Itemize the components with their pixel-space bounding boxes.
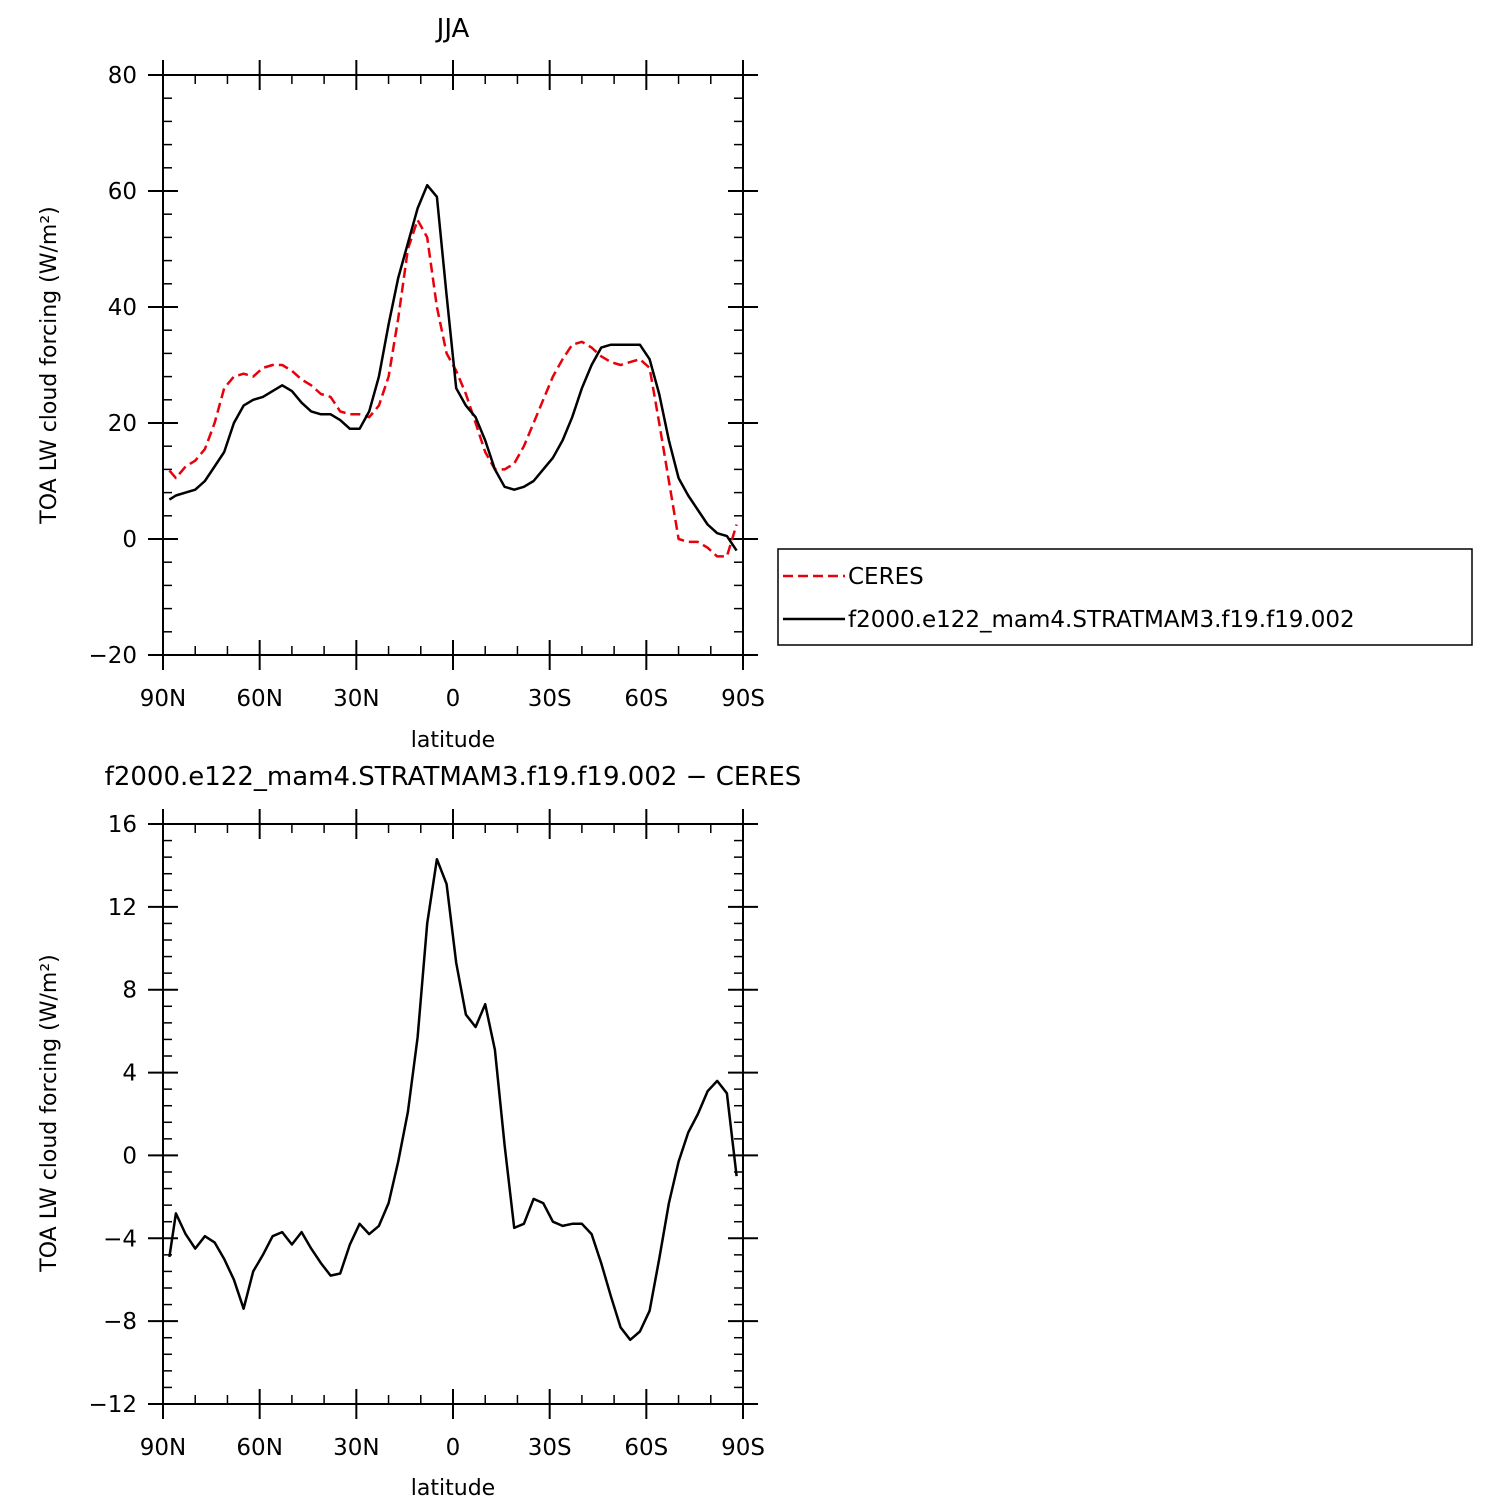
top-chart-title: JJA (435, 14, 470, 44)
top-chart-ylabel: TOA LW cloud forcing (W/m²) (37, 206, 62, 524)
y-tick-label: 8 (122, 978, 137, 1004)
y-tick-label: 60 (108, 179, 137, 205)
x-tick-label: 30S (528, 1435, 572, 1461)
bottom-chart-frame (162, 823, 744, 1405)
y-tick-label: 16 (108, 812, 137, 838)
y-tick-label: 12 (108, 895, 137, 921)
bottom-chart-ticks: −12 −8 −4 0 4 8 12 16 90N 60N 30N 0 30S 60S 90S (88, 809, 765, 1461)
y-tick-label: 80 (108, 63, 137, 89)
model-series-line (168, 183, 738, 552)
x-tick-label: 60N (236, 1435, 282, 1461)
y-tick-label: −20 (88, 643, 137, 669)
ceres-series-line (168, 218, 738, 558)
bottom-chart-panel: f2000.e122_mam4.STRATMAM3.f19.f19.002 − … (37, 762, 801, 1501)
bottom-chart-series (168, 857, 738, 1342)
top-chart-xlabel: latitude (411, 728, 495, 753)
legend-box (777, 548, 1473, 646)
top-chart-ticks: −20 0 20 40 60 80 90N 60N 30N 0 30S 60S 90S (88, 60, 765, 712)
x-tick-label: 60S (624, 1435, 668, 1461)
top-chart-frame (162, 74, 744, 656)
x-tick-label: 60S (624, 686, 668, 712)
top-chart-series (168, 183, 738, 558)
x-tick-label: 30N (333, 686, 379, 712)
x-tick-label: 30N (333, 1435, 379, 1461)
bottom-chart-ylabel: TOA LW cloud forcing (W/m²) (37, 954, 62, 1272)
x-tick-label: 90S (721, 1435, 765, 1461)
top-chart-panel: JJA TOA LW cloud forcing (W/m²) latitude… (37, 14, 765, 753)
chart-legend: CERES f2000.e122_mam4.STRATMAM3.f19.f19.… (777, 548, 1473, 646)
x-tick-label: 90S (721, 686, 765, 712)
x-tick-label: 0 (446, 1435, 461, 1461)
bottom-chart-xlabel: latitude (411, 1476, 495, 1501)
difference-series-line (168, 857, 738, 1342)
y-tick-label: −12 (88, 1392, 137, 1418)
x-tick-label: 60N (236, 686, 282, 712)
y-tick-label: 20 (108, 411, 137, 437)
y-tick-label: −4 (103, 1226, 137, 1252)
bottom-chart-title: f2000.e122_mam4.STRATMAM3.f19.f19.002 − … (105, 762, 802, 792)
y-tick-label: 4 (122, 1061, 137, 1087)
x-tick-label: 90N (140, 686, 186, 712)
legend-label-ceres: CERES (848, 564, 924, 590)
y-tick-label: 0 (122, 527, 137, 553)
legend-label-model: f2000.e122_mam4.STRATMAM3.f19.f19.002 (848, 607, 1355, 633)
y-tick-label: −8 (103, 1309, 137, 1335)
x-tick-label: 30S (528, 686, 572, 712)
y-tick-label: 0 (122, 1143, 137, 1169)
x-tick-label: 0 (446, 686, 461, 712)
y-tick-label: 40 (108, 295, 137, 321)
x-tick-label: 90N (140, 1435, 186, 1461)
